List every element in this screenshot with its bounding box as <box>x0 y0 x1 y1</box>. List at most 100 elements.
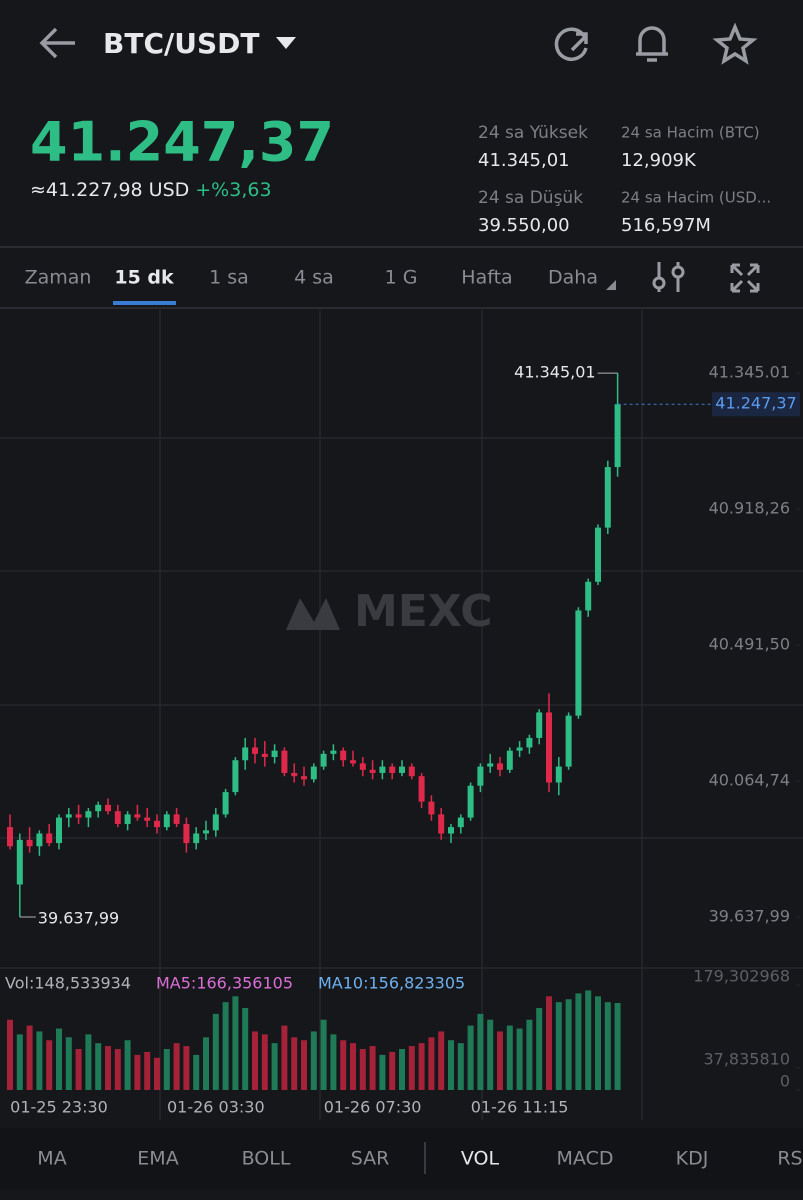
candle-body <box>26 839 33 847</box>
volume-bar <box>330 1034 337 1090</box>
timeframe-tab[interactable]: 1 G <box>385 267 418 289</box>
volume-bar <box>193 1054 200 1090</box>
x-tick-label: 01-26 07:30 <box>324 1098 422 1117</box>
candle-body <box>506 750 513 770</box>
timeframe-tab[interactable]: 1 sa <box>209 267 249 289</box>
volume-legend: Vol:148,533934 <box>5 974 131 993</box>
candle-body <box>389 766 396 773</box>
volume-bar <box>497 1031 503 1090</box>
volume-bar <box>56 1028 62 1090</box>
volume-bar <box>359 1049 366 1090</box>
candle-body <box>173 814 180 824</box>
candle-body <box>516 747 523 751</box>
candle-body <box>203 830 209 834</box>
timeframe-tab[interactable]: Zaman <box>25 267 92 289</box>
candle-body <box>604 467 611 528</box>
indicator-tab[interactable]: EMA <box>137 1148 178 1170</box>
volume-bar <box>232 996 239 1090</box>
y-tick-label: 40.491,50 <box>709 635 790 654</box>
volume-bar <box>144 1051 151 1090</box>
indicator-tab[interactable]: SAR <box>351 1148 390 1170</box>
stat-value: 12,909K <box>621 150 697 171</box>
usd-price: ≈41.227,98 USD <box>30 179 189 201</box>
volume-tick-label: 179,302968 <box>693 967 790 986</box>
low-label: 39.637,99 <box>38 908 119 927</box>
candle-body <box>85 811 92 818</box>
timeframe-tabs: Zaman 15 dk 1 sa 4 sa 1 G Hafta Daha <box>25 267 616 290</box>
volume-bar <box>516 1028 523 1090</box>
candle-body <box>467 785 474 818</box>
indicator-tab[interactable]: VOL <box>461 1148 500 1170</box>
volume-bar <box>183 1046 190 1090</box>
stat-label: 24 sa Yüksek <box>478 123 588 143</box>
indicator-tab[interactable]: MACD <box>557 1148 614 1170</box>
timeframe-tab[interactable]: 15 dk <box>114 267 174 289</box>
candle-body <box>399 766 405 773</box>
more-dropdown[interactable] <box>606 280 616 290</box>
x-tick-label: 01-26 11:15 <box>471 1098 569 1117</box>
timeframe-tab[interactable]: Hafta <box>461 267 512 289</box>
candle-body <box>7 827 13 847</box>
back-button[interactable] <box>39 27 75 59</box>
volume-bar <box>173 1043 180 1090</box>
candle-body <box>340 750 347 761</box>
chart-grid <box>0 310 803 1120</box>
candle-body <box>232 760 239 793</box>
volume-bar <box>26 1025 33 1090</box>
refresh-icon[interactable] <box>554 27 588 61</box>
watermark: MEXC <box>354 586 493 637</box>
candle-body <box>222 792 229 815</box>
candle-body <box>261 753 268 758</box>
stat-value: 39.550,00 <box>478 215 570 236</box>
volume-tick-label: 0 <box>780 1072 790 1091</box>
candle-body <box>350 760 356 764</box>
indicator-tab[interactable]: MA <box>37 1148 66 1170</box>
y-tick-label: 41.345.01 <box>709 363 790 382</box>
pair-dropdown[interactable] <box>276 37 296 49</box>
indicator-tab[interactable]: BOLL <box>242 1148 291 1170</box>
indicator-bar <box>0 1128 803 1190</box>
candle-body <box>477 766 484 786</box>
volume-bar <box>95 1043 102 1090</box>
volume-bar <box>379 1054 386 1090</box>
candle-body <box>487 763 494 767</box>
candle-body <box>154 820 160 828</box>
candle-body <box>16 839 23 885</box>
candle-body <box>114 811 121 824</box>
candle-body <box>359 763 366 770</box>
volume-bar <box>506 1025 513 1090</box>
volume-bar <box>222 1002 229 1090</box>
volume-bar <box>438 1031 445 1090</box>
timeframe-tab[interactable]: 4 sa <box>294 267 334 289</box>
volume-bar <box>585 990 592 1090</box>
volume-bar <box>418 1043 425 1090</box>
pair-title[interactable]: BTC/USDT <box>103 27 259 60</box>
volume-bar <box>477 1013 484 1090</box>
indicator-tab[interactable]: RS <box>777 1148 802 1170</box>
fullscreen-icon[interactable] <box>730 263 760 293</box>
volume-bar <box>291 1037 298 1090</box>
candle-body <box>281 750 288 773</box>
volume-bar <box>85 1034 92 1090</box>
indicator-settings-icon[interactable] <box>652 262 685 292</box>
candle-body <box>526 737 533 748</box>
volume-bar <box>526 1019 533 1090</box>
volume-bar <box>65 1037 72 1090</box>
high-label: 41.345,01 <box>514 363 595 382</box>
candle-body <box>438 814 445 834</box>
timeframe-tab[interactable]: Daha <box>548 267 598 289</box>
volume-bar <box>555 1002 562 1090</box>
volume-bar <box>252 1031 258 1090</box>
volume-bar <box>487 1019 494 1090</box>
indicator-tab[interactable]: KDJ <box>676 1148 709 1170</box>
candle-body <box>595 527 601 582</box>
candle-body <box>36 833 43 847</box>
volume-bar <box>389 1051 396 1090</box>
candle-body <box>124 814 131 824</box>
alert-icon[interactable] <box>636 26 668 62</box>
candle-body <box>536 712 543 738</box>
favorite-icon[interactable] <box>712 22 758 65</box>
volume-bar <box>399 1049 405 1090</box>
candle-body <box>418 776 425 802</box>
